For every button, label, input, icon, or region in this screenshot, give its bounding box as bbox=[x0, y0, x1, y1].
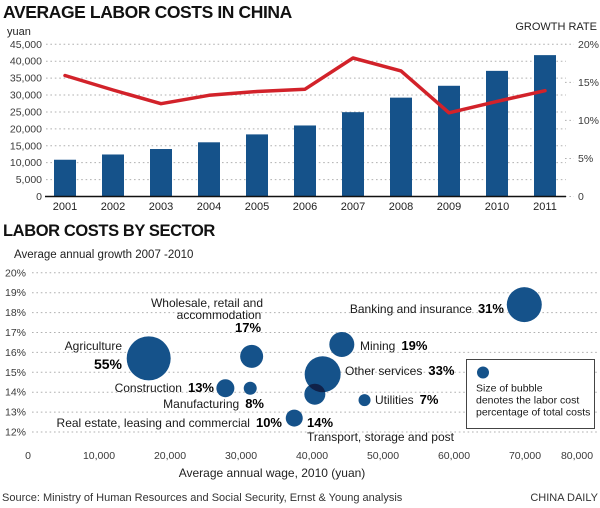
chart1: 0 5,000 10,000 15,000 20,000 25,000 30,000 35,0… bbox=[10, 39, 599, 213]
chart2-y-tick: 12% bbox=[5, 427, 26, 439]
bar-2002 bbox=[102, 154, 124, 197]
chart2-x-tick: 40,000 bbox=[296, 450, 328, 462]
chart1-x-tick: 2003 bbox=[149, 201, 173, 213]
label-real_estate: Real estate, leasing and commercial 10% bbox=[57, 415, 283, 430]
chart2-x-axis-label: Average annual wage, 2010 (yuan) bbox=[178, 466, 366, 480]
chart2-x-tick: 80,000 bbox=[561, 450, 593, 462]
chart2-x-tick: 60,000 bbox=[438, 450, 470, 462]
chart1-y-tick: 20,000 bbox=[10, 123, 42, 135]
chart2-y-tick: 18% bbox=[5, 307, 26, 319]
bubble-wholesale bbox=[240, 344, 264, 368]
chart2-y-tick: 17% bbox=[5, 327, 26, 339]
bubble-manufacturing bbox=[243, 381, 257, 395]
bubble-banking bbox=[506, 287, 542, 323]
legend-box bbox=[466, 359, 595, 429]
chart2-x-tick: 50,000 bbox=[367, 450, 399, 462]
publication-name: CHINA DAILY bbox=[530, 492, 598, 504]
chart1-x-tick: 2002 bbox=[101, 201, 125, 213]
bubble-agriculture bbox=[126, 336, 171, 381]
chart1-title: AVERAGE LABOR COSTS IN CHINA bbox=[3, 2, 292, 22]
bar-2011 bbox=[534, 55, 556, 197]
legend-text-line2: denotes the labor cost bbox=[476, 395, 579, 407]
chart2-y-tick: 14% bbox=[5, 387, 26, 399]
chart2-x-tick: 0 bbox=[25, 450, 31, 462]
chart2-x-tick: 70,000 bbox=[509, 450, 541, 462]
chart1-x-tick: 2005 bbox=[245, 201, 269, 213]
chart1-y-tick: 10,000 bbox=[10, 157, 42, 169]
chart1-left-axis-unit: yuan bbox=[7, 26, 31, 38]
chart1-x-tick: 2004 bbox=[197, 201, 221, 213]
chart1-y2-tick: 10% bbox=[578, 115, 599, 127]
chart1-y2-tick: 15% bbox=[578, 77, 599, 89]
chart1-y-tick: 5,000 bbox=[16, 174, 42, 186]
label-manufacturing: Manufacturing 8% bbox=[163, 396, 264, 411]
label-wholesale-line2: accommodation bbox=[177, 308, 262, 322]
label-transport-pct: 14% bbox=[307, 415, 333, 430]
chart2-x-tick: 30,000 bbox=[225, 450, 257, 462]
chart1-x-tick: 2008 bbox=[389, 201, 413, 213]
bar-2004 bbox=[198, 142, 220, 197]
chart1-y-tick: 0 bbox=[36, 191, 42, 203]
chart1-y-tick: 40,000 bbox=[10, 56, 42, 68]
chart1-y2-tick: 5% bbox=[578, 153, 593, 165]
bar-2006 bbox=[294, 125, 316, 197]
bar-2007 bbox=[342, 112, 364, 197]
chart1-y2-tick: 20% bbox=[578, 39, 599, 51]
chart2-x-tick: 20,000 bbox=[154, 450, 186, 462]
chart1-right-axis-title: GROWTH RATE bbox=[515, 21, 597, 33]
label-banking: Banking and insurance 31% bbox=[350, 301, 505, 316]
label-construction: Construction 13% bbox=[115, 380, 215, 395]
label-other_services: Other services 33% bbox=[345, 363, 455, 378]
bar-2003 bbox=[150, 149, 172, 197]
legend-text-line1: Size of bubble bbox=[476, 383, 543, 395]
label-wholesale-line1: Wholesale, retail and bbox=[151, 296, 263, 310]
legend-text-line3: percentage of total costs bbox=[476, 407, 590, 419]
bubble-other_services bbox=[304, 356, 341, 393]
chart2-y-tick: 20% bbox=[5, 267, 26, 279]
chart1-y-tick: 15,000 bbox=[10, 140, 42, 152]
chart1-x-tick: 2007 bbox=[341, 201, 365, 213]
chart1-y-tick: 45,000 bbox=[10, 39, 42, 51]
chart2-title: LABOR COSTS BY SECTOR bbox=[3, 222, 215, 240]
chart2-subtitle: Average annual growth 2007 -2010 bbox=[14, 249, 194, 261]
chart1-x-tick: 2010 bbox=[485, 201, 509, 213]
growth-rate-line bbox=[63, 56, 547, 115]
chart2-x-tick: 10,000 bbox=[83, 450, 115, 462]
chart1-y-tick: 35,000 bbox=[10, 73, 42, 85]
chart2-y-tick: 13% bbox=[5, 407, 26, 419]
bar-2001 bbox=[54, 159, 76, 197]
chart1-x-tick: 2009 bbox=[437, 201, 461, 213]
bubble-mining bbox=[329, 331, 355, 357]
bar-2008 bbox=[390, 97, 412, 197]
bubble-real_estate bbox=[285, 409, 303, 427]
chart1-x-tick: 2001 bbox=[53, 201, 77, 213]
chart1-x-tick: 2006 bbox=[293, 201, 317, 213]
chart1-y-tick: 30,000 bbox=[10, 90, 42, 102]
chart1-y-tick: 25,000 bbox=[10, 106, 42, 118]
source-credit: Source: Ministry of Human Resources and … bbox=[2, 492, 403, 504]
legend-bubble bbox=[477, 366, 489, 379]
chart2-y-tick: 15% bbox=[5, 367, 26, 379]
bar-2005 bbox=[246, 134, 268, 197]
bar-2010 bbox=[486, 70, 508, 197]
label-agriculture-pct: 55% bbox=[94, 356, 123, 372]
chart1-x-tick: 2011 bbox=[533, 201, 557, 213]
label-wholesale-pct: 17% bbox=[235, 320, 261, 335]
bubble-construction bbox=[216, 379, 235, 398]
bubble-utilities bbox=[358, 394, 371, 407]
label-mining: Mining 19% bbox=[360, 338, 428, 353]
chart2-y-tick: 19% bbox=[5, 287, 26, 299]
chart2: 12% 13% 14% 15% 16% 17% 18% 19% 20% 0 10,000 20,000… bbox=[5, 267, 597, 462]
chart1-y2-tick: 0 bbox=[578, 191, 584, 203]
label-utilities: Utilities 7% bbox=[375, 392, 439, 407]
bar-2009 bbox=[438, 85, 460, 197]
chart2-y-tick: 16% bbox=[5, 347, 26, 359]
label-transport: Transport, storage and post bbox=[307, 430, 455, 444]
label-agriculture: Agriculture bbox=[65, 339, 123, 353]
